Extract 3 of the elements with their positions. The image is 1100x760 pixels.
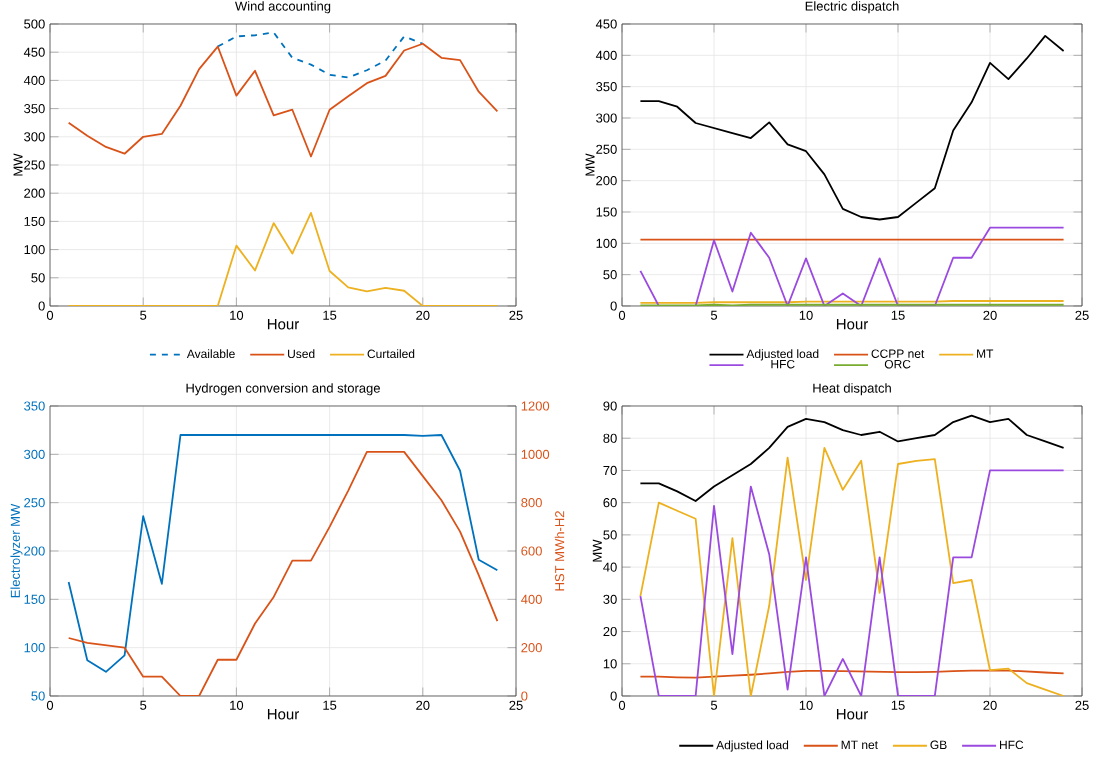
line-series — [216, 31, 424, 79]
line-series — [639, 414, 1065, 502]
line-series — [67, 42, 499, 158]
